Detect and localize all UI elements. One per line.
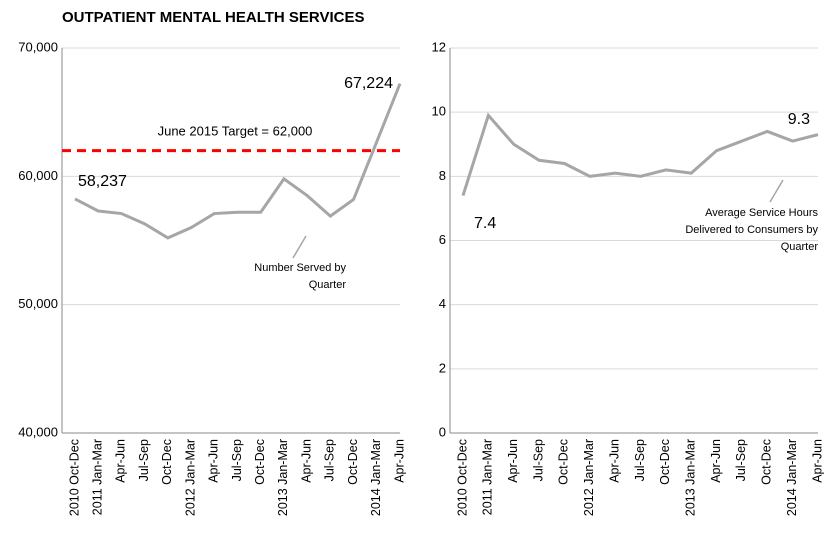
y-tick-label: 6 [439,232,446,247]
x-tick-label: Apr-Jun [810,439,824,483]
data-line [74,83,402,240]
x-tick-label: 2012 Jan-Mar [582,439,596,516]
y-tick-label: 8 [439,168,446,183]
x-tick-label: Apr-Jun [607,439,621,483]
annotation-leader [769,179,784,203]
y-tick-label: 70,000 [18,39,58,54]
x-tick-label: 2014 Jan-Mar [369,439,383,516]
y-tick-label: 40,000 [18,424,58,439]
x-tick-label: Jul-Sep [230,439,244,481]
page-title: OUTPATIENT MENTAL HEALTH SERVICES [62,9,365,26]
annotation: Average Service Hours [705,207,818,219]
data-line [461,112,819,197]
x-tick-label: Jul-Sep [323,439,337,481]
y-tick-label: 12 [432,39,446,54]
x-tick-label: 2014 Jan-Mar [785,439,799,516]
x-tick-label: Jul-Sep [633,439,647,481]
x-tick-label: Oct-Dec [253,439,267,485]
x-tick-label: Oct-Dec [658,439,672,485]
y-tick-label: 4 [439,296,446,311]
annotation: Delivered to Consumers by [685,224,818,236]
x-tick-label: Oct-Dec [160,439,174,485]
x-tick-label: Apr-Jun [392,439,406,483]
data-label: 58,237 [78,173,127,190]
x-tick-label: Jul-Sep [137,439,151,481]
x-tick-label: Oct-Dec [760,439,774,485]
x-tick-label: Apr-Jun [207,439,221,483]
x-tick-label: 2011 Jan-Mar [91,439,105,515]
target-label: June 2015 Target = 62,000 [158,123,313,138]
annotation: Quarter [781,241,819,253]
x-tick-label: Oct-Dec [557,439,571,485]
data-label: 7.4 [474,215,496,232]
x-tick-label: Oct-Dec [346,439,360,485]
y-tick-label: 50,000 [18,296,58,311]
x-tick-label: Apr-Jun [299,439,313,483]
x-tick-label: 2012 Jan-Mar [183,439,197,516]
x-tick-label: 2013 Jan-Mar [276,439,290,516]
annotation: Quarter [309,279,347,291]
y-tick-label: 60,000 [18,168,58,183]
annotation: Number Served by [254,262,346,274]
y-tick-label: 2 [439,360,446,375]
data-label: 67,224 [344,75,393,92]
y-tick-label: 10 [432,104,446,119]
y-tick-label: 0 [439,424,446,439]
x-tick-label: 2013 Jan-Mar [684,439,698,516]
annotation-leader [292,235,307,259]
x-tick-label: Jul-Sep [734,439,748,481]
x-tick-label: Apr-Jun [506,439,520,483]
data-label: 9.3 [788,111,810,128]
x-tick-label: 2010 Oct-Dec [455,439,469,516]
x-tick-label: Apr-Jun [709,439,723,483]
x-tick-label: 2011 Jan-Mar [481,439,495,515]
x-tick-label: Apr-Jun [114,439,128,483]
x-tick-label: Jul-Sep [531,439,545,481]
x-tick-label: 2010 Oct-Dec [67,439,81,516]
